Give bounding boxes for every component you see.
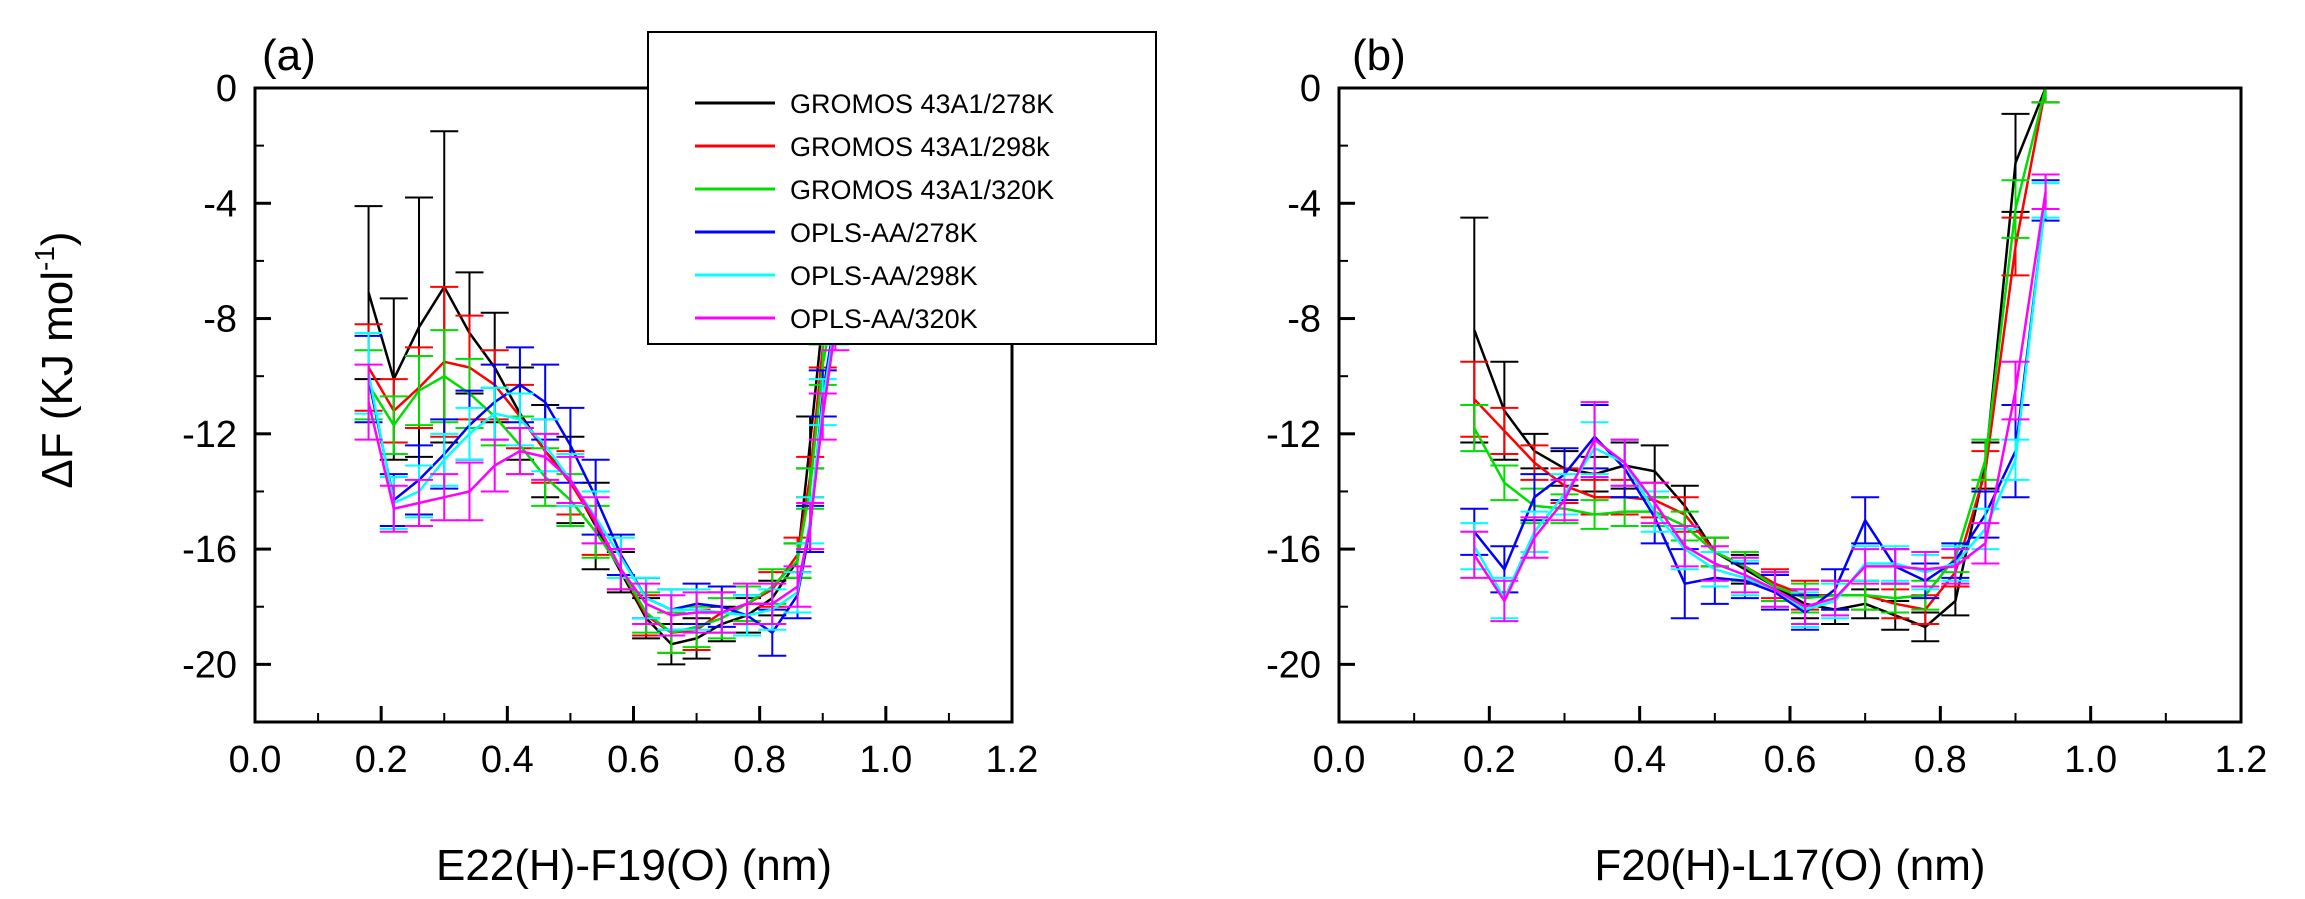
series-line (367, 327, 837, 617)
x-tick-label: 0.0 (229, 739, 282, 781)
legend-item: OPLS-AA/298K (695, 261, 978, 291)
y-tick-label: -8 (203, 299, 237, 341)
y-tick-label: 0 (216, 68, 237, 110)
y-tick-label: 0 (1300, 68, 1321, 110)
x-tick-label: 0.8 (1914, 739, 1967, 781)
x-tick-label: 0.2 (355, 739, 408, 781)
legend-item: GROMOS 43A1/320K (695, 175, 1054, 205)
panel-a-ticks: 0.0 0.2 0.4 0.6 0.8 1.0 1.2 0 -4 -8 -12 -16 -20 (182, 68, 1038, 781)
y-tick-label: -4 (203, 183, 237, 225)
legend-label: GROMOS 43A1/278K (790, 89, 1054, 119)
legend-label: GROMOS 43A1/320K (790, 175, 1054, 205)
y-tick-label: -12 (182, 414, 237, 456)
panel-a: 0.0 0.2 0.4 0.6 0.8 1.0 1.20-4-8-12-16-20 (a) … (182, 31, 1038, 890)
x-tick-label: 0.0 (1313, 739, 1366, 781)
x-tick-label: 0.2 (1463, 739, 1516, 781)
panel-a-series (354, 130, 850, 666)
series-line (1473, 191, 2047, 608)
legend-label: OPLS-AA/298K (790, 261, 978, 291)
x-tick-label: 0.6 (1764, 739, 1817, 781)
legend-item: GROMOS 43A1/278K (695, 89, 1054, 119)
y-tick-label: -8 (1287, 299, 1321, 341)
x-tick-label: 1.2 (986, 739, 1039, 781)
panel-a-label: (a) (262, 31, 316, 80)
x-tick-label: 0.4 (481, 739, 534, 781)
panel-b-x-axis-title: F20(H)-L17(O) (nm) (1594, 841, 1985, 890)
y-tick-label: -16 (182, 529, 237, 571)
series-line (1473, 200, 2047, 611)
x-tick-label: 1.2 (2215, 739, 2268, 781)
legend-label: OPLS-AA/320K (790, 304, 978, 334)
x-tick-label: 0.6 (607, 739, 660, 781)
x-tick-label: 1.0 (2064, 739, 2117, 781)
series-opls-aa-320k (1460, 173, 2060, 626)
x-tick-label: 1.0 (859, 739, 912, 781)
x-tick-label: 0.8 (733, 739, 786, 781)
panel-a-x-axis-title: E22(H)-F19(O) (nm) (436, 841, 832, 890)
legend: GROMOS 43A1/278K GROMOS 43A1/298k GROMOS… (647, 31, 1157, 345)
panel-b-ticks: 0.0 0.2 0.4 0.6 0.8 1.0 1.2 0 -4 -8 -12 -16 -20 (1266, 68, 2267, 781)
panel-b: 0.0 0.2 0.4 0.6 0.8 1.0 1.20-4-8-12-16-20 (b) … (1266, 31, 2267, 890)
y-tick-label: -20 (1266, 644, 1321, 686)
x-tick-label: 0.4 (1613, 739, 1666, 781)
panel-b-label: (b) (1352, 31, 1406, 80)
series-opls-aa-320k (354, 303, 850, 637)
legend-item: OPLS-AA/320K (695, 304, 978, 334)
legend-item: GROMOS 43A1/298k (695, 132, 1050, 162)
y-tick-label: -4 (1287, 183, 1321, 225)
panel-b-series (1460, 87, 2060, 643)
legend-label: GROMOS 43A1/298k (790, 132, 1050, 162)
y-tick-label: -12 (1266, 414, 1321, 456)
y-tick-label: -20 (182, 644, 237, 686)
legend-label: OPLS-AA/278K (790, 218, 978, 248)
legend-item: OPLS-AA/278K (695, 218, 978, 248)
y-tick-label: -16 (1266, 529, 1321, 571)
y-axis-title: ΔF (KJ mol-1) (29, 231, 82, 488)
